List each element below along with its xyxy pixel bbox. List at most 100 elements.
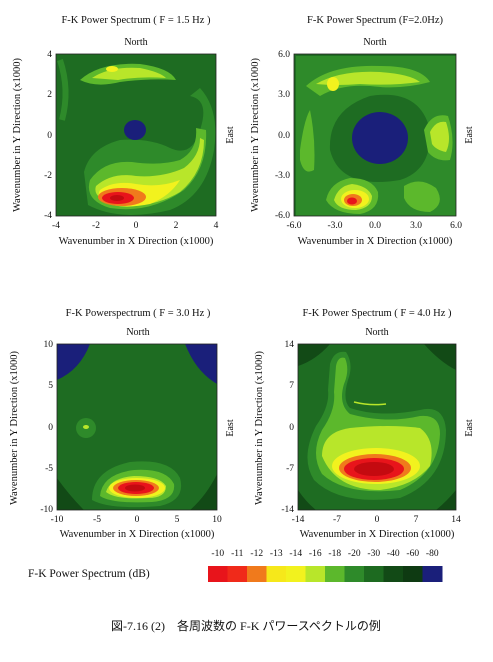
panel-4-xlabel: Wavenumber in X Direction (x1000): [300, 529, 455, 540]
panel-2-ytick: 6.0: [278, 50, 290, 60]
panel-3-north-label: North: [126, 327, 149, 338]
colorbar-swatches: [208, 566, 443, 582]
colorbar-level-labels: -10 -11 -12 -13 -14 -16 -18 -20 -30 -40 -60 -80: [211, 549, 438, 559]
colorbar-swatch: [227, 566, 248, 582]
panel-1-contour-core: [110, 195, 124, 201]
colorbar-level-label: -10: [211, 549, 224, 559]
panel-3-ylabel: Wavenumber in Y Direction (x1000): [9, 350, 20, 505]
panel-1-xtick: 0: [134, 221, 139, 231]
panel-4-ytick: 14: [285, 340, 295, 350]
panel-4-ytick: -7: [286, 464, 294, 474]
colorbar-level-label: -11: [231, 549, 244, 559]
panel-3-xtick: 10: [212, 515, 222, 525]
panel-2-y-ticks: 6.0 3.0 0.0 -3.0 -6.0: [275, 50, 290, 221]
panel-3-xtick: -10: [51, 515, 64, 525]
panel-2: F-K Power Spectrum (F=2.0Hz) North 6.0 3…: [250, 15, 475, 247]
panel-4-ytick: 0: [289, 423, 294, 433]
panel-2-x-ticks: -6.0 -3.0 0.0 3.0 6.0: [286, 221, 462, 231]
colorbar-level-label: -40: [387, 549, 400, 559]
panel-4-y-ticks: 14 7 0 -7 -14: [281, 340, 294, 515]
panel-3-y-ticks: 10 5 0 -5 -10: [40, 340, 53, 515]
panel-3-ytick: 0: [48, 423, 53, 433]
panel-2-ytick: -3.0: [275, 171, 290, 181]
panel-1-xtick: 4: [214, 221, 219, 231]
panel-1-xtick: 2: [174, 221, 179, 231]
panel-3-xtick: -5: [93, 515, 101, 525]
colorbar-level-label: -20: [348, 549, 361, 559]
panel-2-contours: [294, 54, 456, 216]
colorbar-swatch: [325, 566, 345, 582]
panel-4-xtick: -7: [333, 515, 341, 525]
panel-4-xtick: 0: [375, 515, 380, 525]
colorbar-swatch: [383, 566, 404, 582]
panel-3-ytick: -10: [40, 505, 53, 515]
panel-1-xlabel: Wavenumber in X Direction (x1000): [59, 236, 214, 247]
panel-3-ytick: 10: [44, 340, 54, 350]
panel-2-north-label: North: [363, 37, 386, 48]
colorbar-level-label: -60: [406, 549, 419, 559]
panel-3-xlabel: Wavenumber in X Direction (x1000): [60, 529, 215, 540]
panel-1-ylabel: Wavenumber in Y Direction (x1000): [12, 57, 23, 212]
panel-3-xtick: 5: [175, 515, 180, 525]
colorbar-swatch: [286, 566, 306, 582]
panel-4-north-label: North: [365, 327, 388, 338]
panel-4-contours: [298, 344, 456, 510]
panel-4-ylabel: Wavenumber in Y Direction (x1000): [254, 350, 265, 505]
panel-1-xtick: -2: [92, 221, 100, 231]
panel-2-ytick: -6.0: [275, 211, 290, 221]
panel-1-ytick: 4: [47, 50, 52, 60]
panel-1-ytick: -4: [44, 211, 52, 221]
panel-3-contours: [57, 344, 217, 510]
panel-4-xtick: 7: [414, 515, 419, 525]
panel-2-xtick: 3.0: [410, 221, 422, 231]
colorbar-level-label: -16: [309, 549, 322, 559]
panel-4-x-ticks: -14 -7 0 7 14: [292, 515, 461, 525]
panel-1-ytick: 0: [47, 131, 52, 141]
panel-1-xtick: -4: [52, 221, 60, 231]
colorbar-swatch: [403, 566, 423, 582]
panel-2-xtick: 6.0: [450, 221, 462, 231]
panel-1-contour-low: [124, 120, 146, 140]
panel-2-east-label: East: [464, 126, 475, 143]
panel-1-ytick: 2: [47, 90, 52, 100]
panel-2-ytick: 3.0: [278, 90, 290, 100]
colorbar-level-label: -12: [250, 549, 263, 559]
colorbar-swatch: [422, 566, 443, 582]
panel-2-ylabel: Wavenumber in Y Direction (x1000): [250, 57, 261, 212]
panel-2-contour-outer: [296, 56, 456, 216]
panel-1-east-label: East: [225, 126, 236, 143]
panel-1-x-ticks: -4 -2 0 2 4: [52, 221, 219, 231]
panel-2-ytick: 0.0: [278, 131, 290, 141]
panel-2-xtick: -3.0: [327, 221, 342, 231]
panel-1-ytick: -2: [44, 171, 52, 181]
panel-2-contour-low: [352, 112, 408, 164]
colorbar-swatch: [247, 566, 267, 582]
colorbar-swatch: [305, 566, 326, 582]
panel-1-title: F-K Power Spectrum ( F = 1.5 Hz ): [61, 15, 211, 26]
colorbar-swatch: [344, 566, 365, 582]
panel-1: F-K Power Spectrum ( F = 1.5 Hz ) North …: [12, 15, 236, 247]
panel-4-xtick: 14: [451, 515, 461, 525]
colorbar-swatch: [266, 566, 287, 582]
panel-3-title: F-K Powerspectrum ( F = 3.0 Hz ): [66, 308, 211, 319]
colorbar-level-label: -18: [328, 549, 341, 559]
panel-3: F-K Powerspectrum ( F = 3.0 Hz ) North 1…: [9, 308, 236, 540]
colorbar-swatch: [208, 566, 228, 582]
colorbar-level-label: -30: [367, 549, 380, 559]
panel-2-title: F-K Power Spectrum (F=2.0Hz): [307, 15, 443, 26]
panel-3-ytick: -5: [45, 464, 53, 474]
colorbar-level-label: -80: [426, 549, 439, 559]
colorbar-title: F-K Power Spectrum (dB): [28, 568, 150, 580]
colorbar-level-label: -13: [270, 549, 283, 559]
panel-3-east-label: East: [225, 419, 236, 436]
panel-1-y-ticks: 4 2 0 -2 -4: [44, 50, 52, 221]
panel-3-x-ticks: -10 -5 0 5 10: [51, 515, 222, 525]
panel-3-ytick: 5: [48, 381, 53, 391]
panel-1-north-label: North: [124, 37, 147, 48]
panel-4-xtick: -14: [292, 515, 305, 525]
panel-2-xtick: 0.0: [369, 221, 381, 231]
panel-4: F-K Power Spectrum ( F = 4.0 Hz ) North …: [254, 308, 475, 540]
colorbar: F-K Power Spectrum (dB) -10 -11 -12 -13 -14-…: [28, 549, 443, 582]
panel-2-xlabel: Wavenumber in X Direction (x1000): [298, 236, 453, 247]
panel-4-ytick: 7: [289, 381, 294, 391]
